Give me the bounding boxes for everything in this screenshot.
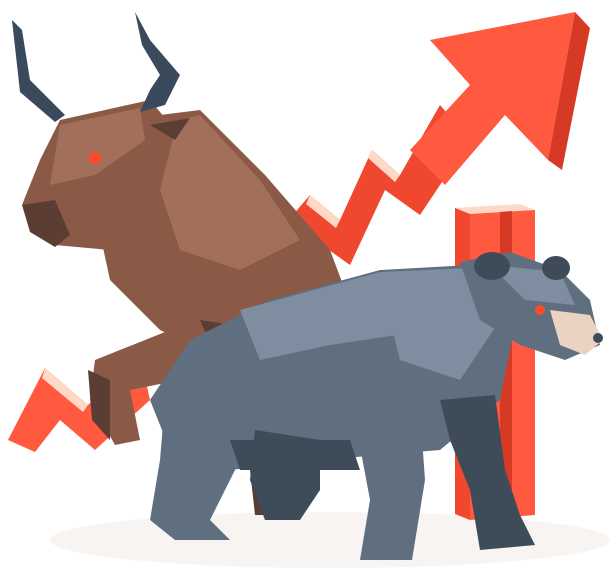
- bull-eye: [89, 152, 101, 164]
- bear-eye: [535, 305, 545, 315]
- arrow-middle-highlight-2: [368, 150, 400, 182]
- bar-top: [455, 204, 535, 214]
- arrow-head-side: [548, 12, 590, 170]
- bear-hind-leg-left: [150, 400, 235, 540]
- bull-front-leg-dark: [88, 370, 110, 440]
- bear-ear-left: [474, 252, 510, 280]
- bull-body-light: [140, 115, 300, 270]
- arrow-head: [410, 12, 575, 185]
- bull-horn-right: [135, 12, 180, 112]
- bull-muzzle: [22, 200, 70, 247]
- bear-ear-right: [542, 256, 570, 280]
- rising-arrow: [8, 12, 590, 452]
- arrow-middle-highlight: [306, 195, 340, 228]
- bear-nose: [593, 333, 603, 343]
- bear-belly: [230, 440, 360, 470]
- bear: [150, 252, 603, 560]
- bear-front-leg-right: [440, 395, 535, 550]
- bull-horn-left: [12, 20, 65, 122]
- bull-face: [50, 108, 145, 185]
- bear-snout: [550, 310, 603, 355]
- bull-front-leg: [90, 330, 200, 445]
- bear-front-leg-left: [355, 410, 425, 560]
- bull-ear: [150, 118, 190, 140]
- arrow-left-segment-highlight: [42, 368, 88, 412]
- bear-shoulder: [380, 268, 500, 380]
